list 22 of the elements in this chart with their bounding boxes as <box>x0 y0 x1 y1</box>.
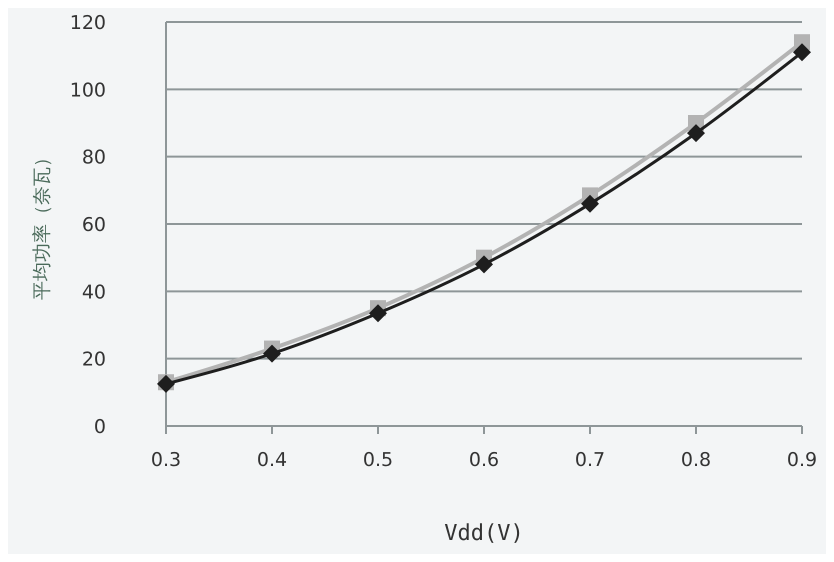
x-tick-label: 0.9 <box>786 449 818 471</box>
y-tick-label: 60 <box>82 214 106 236</box>
point <box>687 124 705 142</box>
x-axis-title: Vdd(V) <box>444 521 524 546</box>
x-tick-label: 0.6 <box>468 449 500 471</box>
x-tick-label: 0.8 <box>680 449 712 471</box>
y-tick-label: 0 <box>94 416 106 438</box>
x-tick-label: 0.3 <box>150 449 182 471</box>
x-tick-label: 0.7 <box>574 449 606 471</box>
x-tick-label: 0.4 <box>256 449 288 471</box>
point <box>369 304 387 322</box>
point <box>581 194 599 213</box>
point <box>475 255 493 274</box>
point <box>263 344 281 363</box>
y-tick-label: 80 <box>82 146 106 169</box>
y-tick-label: 20 <box>82 348 106 371</box>
y-axis-title: 平均功率（奈瓦） <box>31 148 53 300</box>
y-tick-label: 100 <box>70 79 106 102</box>
point <box>793 43 811 62</box>
x-tick-label: 0.5 <box>362 449 394 471</box>
y-tick-label: 40 <box>82 281 106 304</box>
y-tick-label: 120 <box>70 12 106 34</box>
